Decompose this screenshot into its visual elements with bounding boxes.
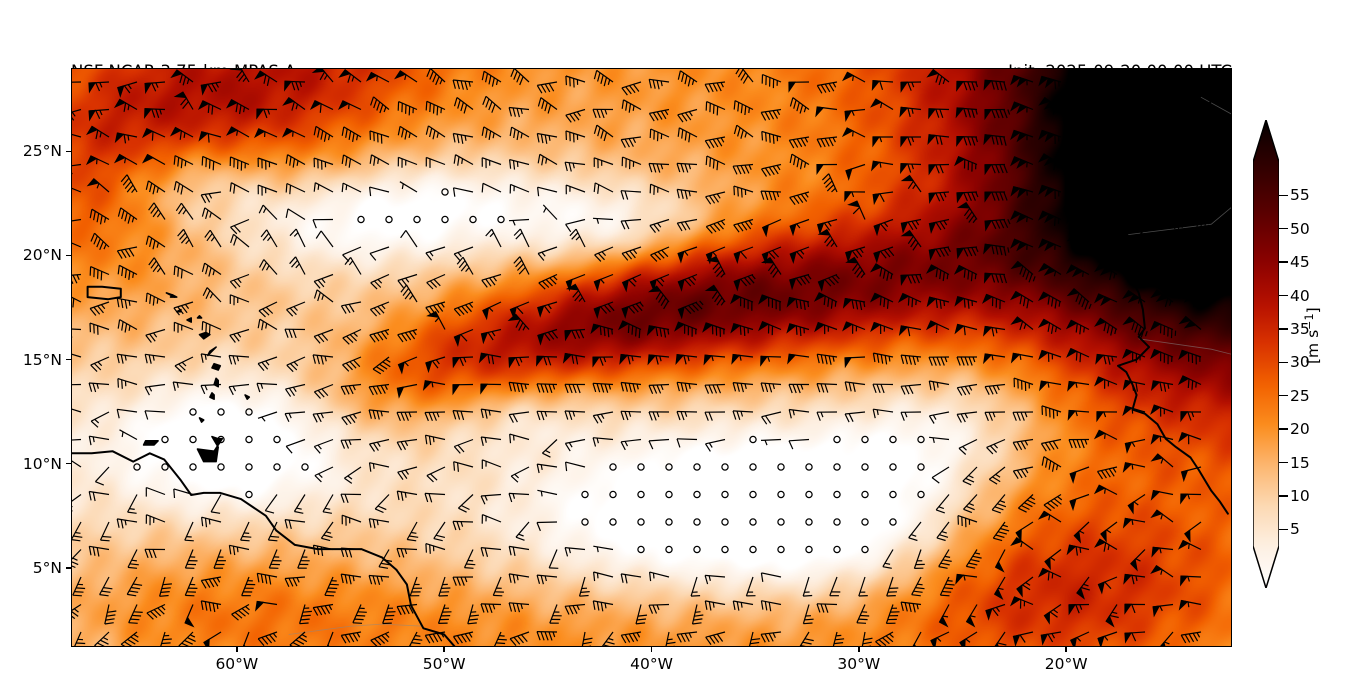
colorbar-shape (1253, 120, 1279, 588)
colorbar-tick-mark (1279, 261, 1288, 263)
y-tick-label: 25°N (22, 142, 62, 161)
x-tick-mark (1065, 647, 1067, 652)
y-tick-mark (66, 254, 71, 257)
colorbar-tick-label: 40 (1290, 286, 1310, 305)
colorbar-title: [m s−1] (1302, 307, 1322, 364)
y-tick-label: 10°N (22, 454, 62, 473)
y-tick-label: 20°N (22, 246, 62, 265)
colorbar-tick-mark (1279, 528, 1288, 530)
colorbar-tick-mark (1279, 495, 1288, 497)
y-tick-mark (66, 463, 71, 465)
y-tick-mark (66, 567, 71, 569)
x-tick-label: 50°W (422, 655, 466, 673)
y-tick-label: 5°N (32, 558, 62, 577)
colorbar-tick-label: 15 (1290, 453, 1310, 472)
y-tick-mark (66, 150, 71, 152)
x-tick-mark (443, 647, 445, 652)
colorbar-tick-mark (1279, 194, 1288, 197)
x-tick-mark (858, 647, 860, 652)
colorbar-tick-label: 35 (1290, 319, 1310, 338)
colorbar-units-exponent: −1 (1302, 313, 1316, 330)
colorbar-tick-label: 10 (1290, 486, 1310, 505)
colorbar-tick-label: 20 (1290, 420, 1310, 439)
x-tick-label: 30°W (837, 655, 881, 673)
wind-barb-layer (71, 68, 1210, 647)
colorbar-tick-label: 50 (1290, 219, 1310, 238)
y-tick-mark (66, 358, 71, 361)
x-tick-label: 20°W (1044, 655, 1088, 673)
colorbar-tick-label: 5 (1290, 520, 1300, 539)
y-tick-label: 15°N (22, 350, 62, 369)
colorbar-tick-mark (1279, 428, 1288, 430)
x-tick-label: 60°W (215, 655, 259, 673)
coastline-layer (71, 87, 1232, 647)
x-tick-label: 40°W (630, 655, 673, 673)
colorbar-tick-mark (1279, 461, 1288, 464)
colorbar-tick-mark (1279, 328, 1288, 330)
colorbar-tick-label: 45 (1290, 253, 1310, 272)
colorbar-tick-label: 25 (1290, 386, 1310, 405)
colorbar-tick-label: 55 (1290, 186, 1310, 205)
x-tick-mark (650, 647, 653, 652)
map-plot-area (71, 68, 1232, 647)
colorbar (1253, 120, 1279, 588)
colorbar-tick-label: 30 (1290, 353, 1310, 372)
colorbar-tick-mark (1279, 294, 1288, 297)
x-tick-mark (236, 647, 238, 652)
colorbar-tick-mark (1279, 228, 1288, 230)
colorbar-tick-mark (1279, 361, 1288, 364)
colorbar-tick-mark (1279, 395, 1288, 397)
